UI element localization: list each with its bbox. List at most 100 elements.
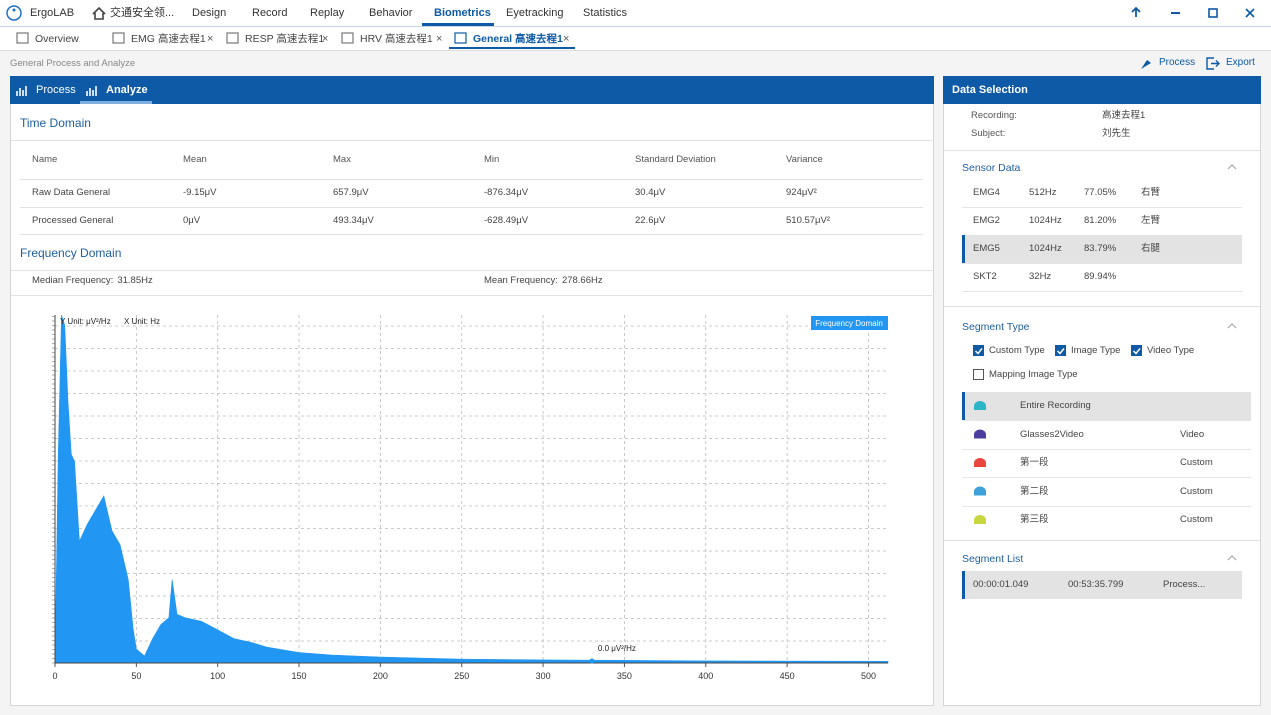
table-header: Mean <box>183 153 207 167</box>
sensor-cell[interactable]: EMG2 <box>973 214 1000 228</box>
table-cell: 30.4μV <box>635 186 665 200</box>
menu-active-underline <box>422 23 494 26</box>
sensor-cell: 89.94% <box>1084 270 1116 284</box>
sensor-cell: 83.79% <box>1084 242 1116 256</box>
row-line <box>962 263 1242 264</box>
tab-close[interactable]: × <box>322 32 328 46</box>
menu-item[interactable]: Replay <box>310 6 344 20</box>
section-title: Time Domain <box>20 116 91 130</box>
separator <box>11 270 932 271</box>
stat-label: Mean Frequency: <box>484 274 558 288</box>
separator <box>11 295 932 296</box>
panel-tab-underline <box>80 101 152 104</box>
table-cell: 657.9μV <box>333 186 369 200</box>
segment-kind: Video <box>1180 428 1204 442</box>
menu-item[interactable]: Statistics <box>583 6 627 20</box>
tab-close[interactable]: × <box>563 32 569 46</box>
segment-name[interactable]: Glasses2Video <box>1020 428 1084 442</box>
checkbox-label: Video Type <box>1147 344 1194 358</box>
selected-row <box>962 392 1251 420</box>
section-title: Frequency Domain <box>20 246 121 260</box>
stat-label: Median Frequency: <box>32 274 113 288</box>
segment-name[interactable]: 第一段 <box>1020 456 1049 470</box>
menu-bar <box>0 0 1271 27</box>
selected-row-bar <box>962 235 965 263</box>
segment-kind: Custom <box>1180 456 1213 470</box>
field-value: 高速去程1 <box>1102 109 1145 123</box>
segment-name[interactable]: Entire Recording <box>1020 399 1091 413</box>
sensor-cell[interactable]: EMG5 <box>973 242 1000 256</box>
section-title: Segment Type <box>962 320 1030 334</box>
sensor-cell: 512Hz <box>1029 186 1056 200</box>
checkbox[interactable] <box>973 369 984 380</box>
table-row-line <box>20 234 923 235</box>
segment-name[interactable]: 第二段 <box>1020 485 1049 499</box>
table-cell: 22.6μV <box>635 214 665 228</box>
tab-label[interactable]: RESP 高速去程1 <box>245 32 324 46</box>
panel-title: Data Selection <box>952 83 1028 97</box>
table-header: Variance <box>786 153 823 167</box>
table-header: Name <box>32 153 57 167</box>
segment-kind: Custom <box>1180 485 1213 499</box>
menu-item[interactable]: Behavior <box>369 6 412 20</box>
checkbox-label: Mapping Image Type <box>989 368 1078 382</box>
sensor-cell: 1024Hz <box>1029 242 1062 256</box>
menu-item[interactable]: Biometrics <box>434 6 491 20</box>
menu-item[interactable]: Eyetracking <box>506 6 563 20</box>
breadcrumb: General Process and Analyze <box>10 57 135 71</box>
separator <box>944 306 1260 307</box>
sensor-cell[interactable]: EMG4 <box>973 186 1000 200</box>
sensor-cell: 1024Hz <box>1029 214 1062 228</box>
toolbar-button[interactable]: Export <box>1226 56 1255 70</box>
tab-close[interactable]: × <box>436 32 442 46</box>
tab-active-underline <box>449 47 575 49</box>
segment-name[interactable]: 第三段 <box>1020 513 1049 527</box>
sensor-cell: 右腿 <box>1141 242 1160 256</box>
checkbox[interactable] <box>1055 345 1066 356</box>
stat-value: 31.85Hz <box>117 274 152 288</box>
stat-value: 278.66Hz <box>562 274 603 288</box>
separator <box>944 540 1260 541</box>
left-panel-header <box>10 76 934 104</box>
table-cell: 0μV <box>183 214 200 228</box>
table-row-line <box>20 179 923 180</box>
row-line <box>962 477 1251 478</box>
table-row-line <box>20 207 923 208</box>
menu-item[interactable]: Design <box>192 6 226 20</box>
menu-item[interactable]: 交通安全领... <box>110 6 174 20</box>
table-cell: -876.34μV <box>484 186 528 200</box>
toolbar-button[interactable]: Process <box>1159 56 1195 70</box>
selected-row-bar <box>962 392 965 420</box>
row-line <box>962 207 1242 208</box>
sensor-cell: 右臂 <box>1141 186 1160 200</box>
panel-tab[interactable]: Analyze <box>106 83 148 97</box>
checkbox[interactable] <box>973 345 984 356</box>
table-cell: -9.15μV <box>183 186 216 200</box>
tab-label[interactable]: HRV 高速去程1 <box>360 32 433 46</box>
checkbox-label: Image Type <box>1071 344 1120 358</box>
sensor-cell: 32Hz <box>1029 270 1051 284</box>
table-cell: Processed General <box>32 214 113 228</box>
sensor-cell: 77.05% <box>1084 186 1116 200</box>
table-cell: Raw Data General <box>32 186 110 200</box>
tab-label[interactable]: General 高速去程1 <box>473 32 563 46</box>
checkbox[interactable] <box>1131 345 1142 356</box>
menu-item[interactable]: Record <box>252 6 287 20</box>
checkbox-label: Custom Type <box>989 344 1045 358</box>
sensor-cell[interactable]: SKT2 <box>973 270 997 284</box>
tab-close[interactable]: × <box>207 32 213 46</box>
sensor-cell: 81.20% <box>1084 214 1116 228</box>
tab-label[interactable]: EMG 高速去程1 <box>131 32 206 46</box>
table-header: Standard Deviation <box>635 153 716 167</box>
app-name: ErgoLAB <box>30 6 74 20</box>
field-label: Recording: <box>971 109 1017 123</box>
table-cell: -628.49μV <box>484 214 528 228</box>
section-title: Segment List <box>962 552 1023 566</box>
separator <box>11 140 932 141</box>
panel-tab[interactable]: Process <box>36 83 76 97</box>
tab-label[interactable]: Overview <box>35 32 79 46</box>
segment-list-cell[interactable]: Process... <box>1163 578 1205 592</box>
field-label: Subject: <box>971 127 1005 141</box>
table-header: Max <box>333 153 351 167</box>
